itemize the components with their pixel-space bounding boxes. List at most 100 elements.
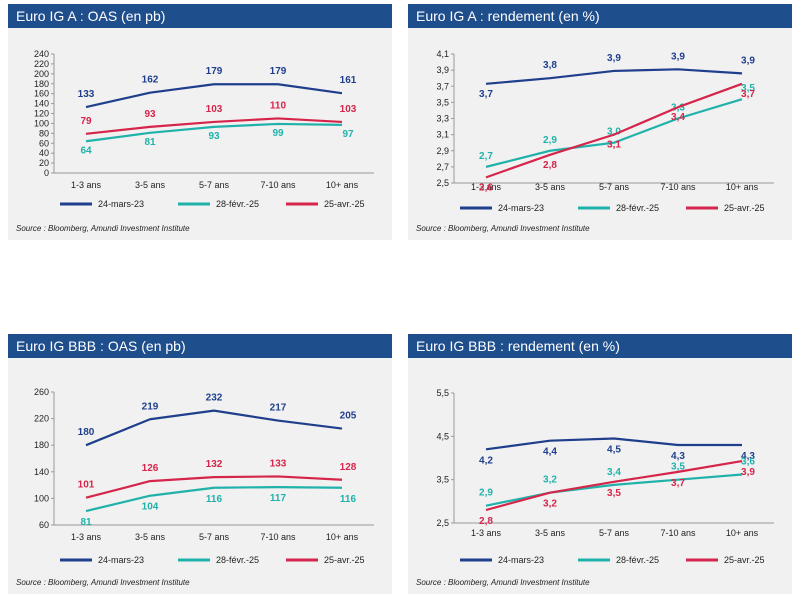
data-label: 97 [342,129,354,140]
legend-label: 28-févr.-25 [616,555,659,565]
series-line-1 [85,122,343,143]
data-label: 219 [142,401,159,412]
data-label: 117 [270,493,287,504]
x-tick-label: 5-7 ans [599,528,630,538]
legend-label: 24-mars-23 [98,199,144,209]
data-label: 3,4 [671,112,685,123]
chart-title: Euro IG BBB : rendement (en %) [408,334,792,358]
x-tick-label: 10+ ans [726,528,759,538]
x-tick-label: 5-7 ans [199,532,230,542]
x-tick-label: 1-3 ans [71,180,102,190]
series-line-0 [85,409,343,447]
data-label: 101 [78,480,95,491]
data-label: 3,7 [671,478,685,489]
series-line-2 [85,475,343,499]
x-tick-label: 10+ ans [726,182,759,192]
y-tick-label: 100 [34,493,49,503]
y-tick-label: 4,1 [436,49,449,59]
y-tick-label: 60 [39,138,49,148]
y-tick-label: 200 [34,69,49,79]
legend-label: 28-févr.-25 [216,555,259,565]
data-label: 2,6 [479,182,493,193]
x-tick-label: 7-10 ans [260,180,296,190]
x-tick-label: 1-3 ans [71,532,102,542]
y-tick-label: 2,5 [436,178,449,188]
chart-panel-ig-a-oas: Euro IG A : OAS (en pb) 0 20 40 60 80 100 120 1… [8,4,392,240]
x-tick-label: 7-10 ans [660,528,696,538]
data-label: 217 [270,403,287,414]
data-label: 3,9 [671,51,685,62]
data-label: 2,7 [479,151,493,162]
data-label: 128 [340,462,357,473]
data-label: 3,8 [543,60,557,71]
legend-label: 24-mars-23 [498,555,544,565]
legend-label: 28-févr.-25 [216,199,259,209]
chart-title: Euro IG A : rendement (en %) [408,4,792,28]
y-tick-label: 80 [39,128,49,138]
data-label: 93 [144,109,156,120]
data-label: 126 [142,463,159,474]
data-label: 3,1 [607,140,621,151]
data-label: 3,7 [741,89,755,100]
data-label: 4,3 [741,451,755,462]
chart-title: Euro IG BBB : OAS (en pb) [8,334,392,358]
plot-area: 2,5 3,5 4,5 5,5 1-3 ans 3-5 ans 5-7 ans 7-10 an… [408,358,792,594]
y-tick-label: 0 [44,168,49,178]
data-label: 2,9 [543,135,557,146]
y-tick-label: 120 [34,109,49,119]
data-label: 103 [340,104,357,115]
legend-label: 24-mars-23 [498,203,544,213]
data-label: 110 [270,100,287,111]
x-tick-label: 5-7 ans [599,182,630,192]
series-line-2 [85,117,343,135]
chart-panel-ig-bbb-oas: Euro IG BBB : OAS (en pb) 60 100 140 180 220… [8,334,392,594]
series-line-2 [485,459,743,512]
y-tick-label: 3,9 [436,65,449,75]
y-tick-label: 140 [34,99,49,109]
plot-area: 0 20 40 60 80 100 120 140 160 180 200 220 240 1-3 ans… [8,28,392,240]
y-tick-label: 3,5 [436,97,449,107]
data-label: 161 [340,75,357,86]
chart-panel-ig-bbb-yield: Euro IG BBB : rendement (en %) 2,5 3,5 4,5… [408,334,792,594]
data-label: 3,5 [671,462,685,473]
y-tick-label: 160 [34,89,49,99]
x-tick-label: 3-5 ans [535,528,566,538]
line-chart: 60 100 140 180 220 260 1-3 ans 3-5 ans 5-7 ans 7-… [34,387,374,565]
data-label: 64 [80,145,92,156]
data-label: 3,9 [741,55,755,66]
data-label: 116 [340,494,357,505]
y-tick-label: 220 [34,59,49,69]
source-note: Source : Bloomberg, Amundi Investment In… [16,578,190,587]
plot-area: 60 100 140 180 220 260 1-3 ans 3-5 ans 5-7 ans 7-… [8,358,392,594]
line-chart: 2,5 3,5 4,5 5,5 1-3 ans 3-5 ans 5-7 ans 7-10 an… [436,388,774,565]
y-tick-label: 100 [34,118,49,128]
data-label: 93 [208,131,220,142]
y-tick-label: 3,7 [436,81,449,91]
data-label: 179 [206,66,223,77]
x-tick-label: 7-10 ans [660,182,696,192]
series-line-2 [485,82,743,179]
data-label: 133 [270,458,287,469]
legend-label: 25-avr.-25 [724,203,765,213]
y-tick-label: 220 [34,414,49,424]
data-label: 116 [206,494,223,505]
x-tick-label: 10+ ans [326,180,359,190]
data-label: 4,5 [607,445,621,456]
y-tick-label: 2,5 [436,518,449,528]
x-tick-label: 3-5 ans [135,180,166,190]
series-line-1 [485,473,743,507]
data-label: 132 [206,459,223,470]
series-line-1 [85,485,343,513]
x-tick-label: 1-3 ans [471,182,502,192]
data-label: 104 [142,502,159,513]
chart-title: Euro IG A : OAS (en pb) [8,4,392,28]
y-tick-label: 3,1 [436,130,449,140]
source-note: Source : Bloomberg, Amundi Investment In… [16,224,190,233]
data-label: 179 [270,66,287,77]
series-line-0 [85,83,343,109]
series-line-0 [485,437,742,451]
y-tick-label: 40 [39,148,49,158]
data-label: 3,9 [607,53,621,64]
series-line-0 [485,68,743,85]
x-tick-label: 3-5 ans [535,182,566,192]
